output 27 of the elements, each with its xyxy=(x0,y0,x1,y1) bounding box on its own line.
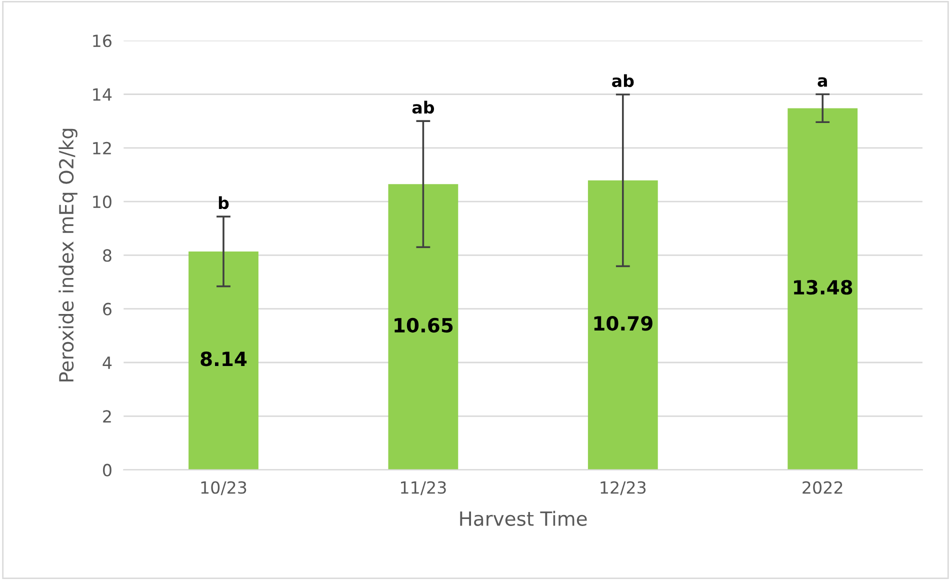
x-axis-title: Harvest Time xyxy=(460,510,587,526)
bar xyxy=(588,180,658,470)
data-label: 10.65 xyxy=(394,318,453,333)
y-tick-label: 2 xyxy=(103,410,111,422)
data-label: 10.79 xyxy=(594,316,652,331)
y-tick-label: 6 xyxy=(103,302,112,316)
y-tick-label: 16 xyxy=(93,34,112,48)
annotation: ab xyxy=(412,100,434,114)
x-tick-label: 10/23 xyxy=(201,481,246,496)
y-axis-title: Peroxide index mEq O2/kg xyxy=(58,128,78,382)
y-tick-label: 8 xyxy=(103,249,112,262)
x-tick-label: 11/23 xyxy=(401,481,446,496)
x-tick-label: 2022 xyxy=(802,481,842,494)
y-tick-label: 10 xyxy=(93,196,112,208)
y-tick-label: 14 xyxy=(93,88,112,101)
annotation: a xyxy=(818,77,827,87)
x-tick-label: 12/23 xyxy=(600,481,646,496)
annotation: b xyxy=(218,196,229,210)
bar xyxy=(388,184,458,470)
y-tick-label: 0 xyxy=(103,464,112,476)
annotation: ab xyxy=(612,74,634,88)
data-label: 8.14 xyxy=(200,352,247,366)
bar xyxy=(188,251,258,470)
data-label: 13.48 xyxy=(794,280,852,295)
y-tick-label: 4 xyxy=(102,356,112,369)
y-tick-label: 12 xyxy=(93,142,111,154)
bar xyxy=(788,108,858,470)
